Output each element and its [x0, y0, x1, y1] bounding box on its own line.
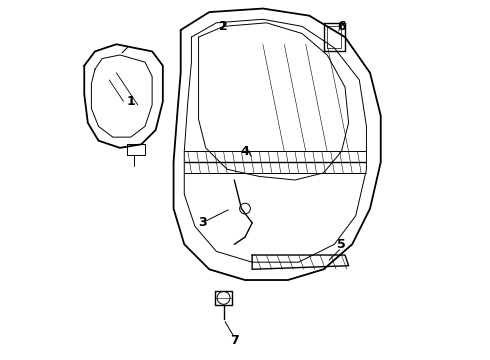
Text: 5: 5	[337, 238, 346, 251]
Text: 4: 4	[241, 145, 249, 158]
Text: 2: 2	[219, 20, 228, 33]
Text: 3: 3	[198, 216, 206, 229]
Text: 1: 1	[126, 95, 135, 108]
Text: 6: 6	[337, 20, 346, 33]
Text: 7: 7	[230, 334, 239, 347]
